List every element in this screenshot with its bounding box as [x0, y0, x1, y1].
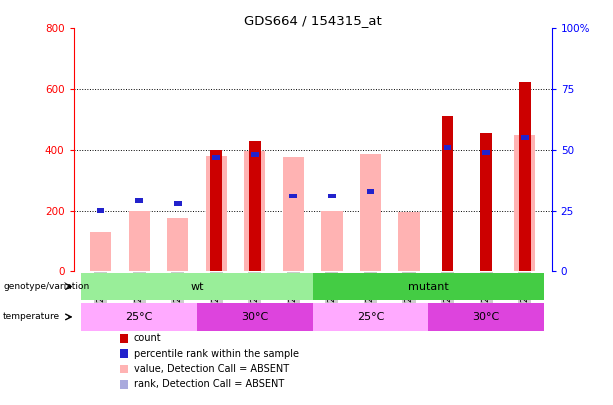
Text: 25°C: 25°C: [357, 312, 384, 322]
Text: mutant: mutant: [408, 281, 449, 292]
Bar: [367, 189, 375, 194]
Text: 30°C: 30°C: [241, 312, 268, 322]
Bar: [135, 198, 143, 203]
Bar: [174, 201, 181, 206]
Bar: [97, 208, 104, 213]
Text: 30°C: 30°C: [473, 312, 500, 322]
Bar: [313, 273, 544, 300]
Text: genotype/variation: genotype/variation: [3, 282, 89, 291]
Bar: [197, 303, 313, 330]
Bar: [82, 273, 313, 300]
Bar: [97, 208, 104, 213]
Bar: [328, 194, 336, 198]
Text: temperature: temperature: [3, 312, 60, 322]
Bar: [521, 135, 528, 140]
Bar: [289, 194, 297, 198]
Bar: [442, 116, 454, 271]
Bar: [244, 151, 265, 271]
Bar: [167, 218, 188, 271]
Bar: [174, 201, 181, 206]
Bar: [360, 154, 381, 271]
Bar: [251, 152, 259, 157]
Bar: [444, 145, 451, 150]
Bar: [519, 81, 530, 271]
Bar: [367, 189, 375, 194]
Bar: [212, 155, 220, 160]
Bar: [283, 158, 304, 271]
Title: GDS664 / 154315_at: GDS664 / 154315_at: [244, 14, 381, 27]
Bar: [514, 134, 535, 271]
Bar: [398, 212, 420, 271]
Text: count: count: [134, 333, 161, 343]
Bar: [90, 232, 111, 271]
Bar: [210, 150, 222, 271]
Bar: [205, 156, 227, 271]
Text: wt: wt: [190, 281, 204, 292]
Bar: [428, 303, 544, 330]
Bar: [481, 133, 492, 271]
Text: value, Detection Call = ABSENT: value, Detection Call = ABSENT: [134, 364, 289, 374]
Text: percentile rank within the sample: percentile rank within the sample: [134, 349, 299, 358]
Bar: [82, 303, 197, 330]
Bar: [328, 194, 336, 198]
Text: rank, Detection Call = ABSENT: rank, Detection Call = ABSENT: [134, 379, 284, 389]
Bar: [249, 141, 261, 271]
Bar: [135, 198, 143, 203]
Bar: [321, 211, 343, 271]
Bar: [289, 194, 297, 198]
Bar: [482, 150, 490, 155]
Bar: [313, 303, 428, 330]
Bar: [129, 211, 150, 271]
Text: 25°C: 25°C: [126, 312, 153, 322]
